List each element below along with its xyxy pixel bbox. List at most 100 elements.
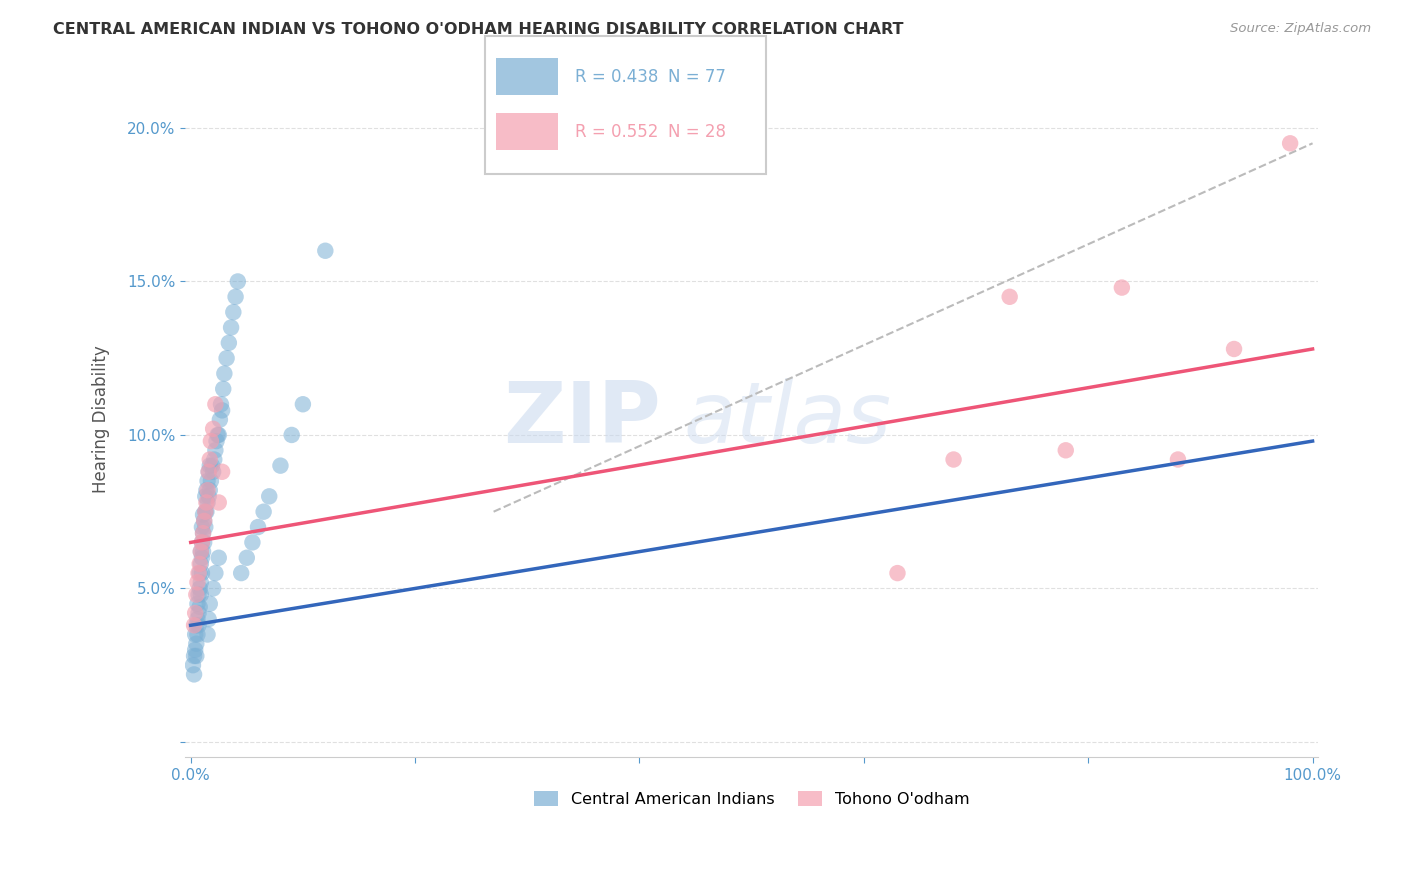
Point xyxy=(1223,342,1246,356)
Point xyxy=(200,434,222,448)
Point xyxy=(195,495,218,509)
Point xyxy=(998,290,1021,304)
Text: R = 0.552: R = 0.552 xyxy=(575,123,658,142)
Point xyxy=(942,452,965,467)
Point xyxy=(197,627,219,641)
Point xyxy=(184,643,207,657)
Point xyxy=(191,544,214,558)
Text: Source: ZipAtlas.com: Source: ZipAtlas.com xyxy=(1230,22,1371,36)
Point xyxy=(195,505,218,519)
Point xyxy=(314,244,336,258)
Point xyxy=(214,367,236,381)
Point xyxy=(212,382,235,396)
Point xyxy=(204,566,226,580)
Point xyxy=(187,588,209,602)
Point xyxy=(186,612,208,626)
Legend: Central American Indians, Tohono O'odham: Central American Indians, Tohono O'odham xyxy=(527,785,976,814)
Point xyxy=(231,566,253,580)
Text: R = 0.438: R = 0.438 xyxy=(575,68,658,87)
Point xyxy=(197,483,219,498)
Point xyxy=(191,526,214,541)
Point xyxy=(191,520,214,534)
Point xyxy=(195,483,218,498)
FancyBboxPatch shape xyxy=(485,36,766,174)
Point xyxy=(193,514,215,528)
Point xyxy=(202,582,225,596)
Point xyxy=(184,627,207,641)
Point xyxy=(186,637,208,651)
Point xyxy=(209,397,232,411)
Point xyxy=(252,505,274,519)
Point xyxy=(193,535,215,549)
Point xyxy=(183,667,205,681)
Point xyxy=(226,275,249,289)
Point xyxy=(247,520,270,534)
Point xyxy=(191,550,214,565)
Point xyxy=(181,658,204,673)
Point xyxy=(200,474,222,488)
Point xyxy=(211,403,233,417)
Text: N = 28: N = 28 xyxy=(668,123,725,142)
Point xyxy=(190,544,212,558)
Point xyxy=(198,452,221,467)
Point xyxy=(194,505,217,519)
Point xyxy=(188,582,211,596)
Point xyxy=(211,465,233,479)
Point xyxy=(186,588,208,602)
Point xyxy=(280,428,302,442)
Point xyxy=(188,599,211,614)
Point xyxy=(1167,452,1189,467)
Point xyxy=(225,290,247,304)
Point xyxy=(1111,280,1133,294)
Point xyxy=(191,508,214,522)
Point xyxy=(187,618,209,632)
Point xyxy=(202,452,225,467)
Point xyxy=(1279,136,1302,151)
Point xyxy=(191,535,214,549)
Point xyxy=(187,606,209,620)
FancyBboxPatch shape xyxy=(496,58,558,95)
Point xyxy=(197,474,219,488)
Point xyxy=(186,627,208,641)
Point xyxy=(191,535,214,549)
Y-axis label: Hearing Disability: Hearing Disability xyxy=(93,346,110,493)
Point xyxy=(257,489,280,503)
Point xyxy=(886,566,908,580)
Point xyxy=(188,566,211,580)
Point xyxy=(202,465,225,479)
FancyBboxPatch shape xyxy=(496,113,558,151)
Point xyxy=(291,397,314,411)
Point xyxy=(197,495,219,509)
Point xyxy=(186,575,208,590)
Text: CENTRAL AMERICAN INDIAN VS TOHONO O'ODHAM HEARING DISABILITY CORRELATION CHART: CENTRAL AMERICAN INDIAN VS TOHONO O'ODHA… xyxy=(53,22,904,37)
Point xyxy=(187,566,209,580)
Point xyxy=(207,428,229,442)
Point xyxy=(188,557,211,571)
Point xyxy=(186,597,208,611)
Point xyxy=(186,618,208,632)
Point xyxy=(208,495,231,509)
Point xyxy=(183,618,205,632)
Text: ZIP: ZIP xyxy=(503,378,661,461)
Point xyxy=(222,305,245,319)
Point xyxy=(190,575,212,590)
Point xyxy=(218,335,240,350)
Point xyxy=(184,606,207,620)
Point xyxy=(269,458,291,473)
Point xyxy=(1054,443,1077,458)
Point xyxy=(197,465,219,479)
Point xyxy=(190,544,212,558)
Point xyxy=(194,505,217,519)
Point xyxy=(572,136,595,151)
Point xyxy=(208,428,231,442)
Point xyxy=(204,397,226,411)
Point xyxy=(194,489,217,503)
Point xyxy=(197,489,219,503)
Point xyxy=(194,520,217,534)
Text: atlas: atlas xyxy=(683,378,891,461)
Point xyxy=(236,550,259,565)
Point xyxy=(201,458,224,473)
Point xyxy=(191,526,214,541)
Point xyxy=(190,588,212,602)
Point xyxy=(208,412,231,426)
